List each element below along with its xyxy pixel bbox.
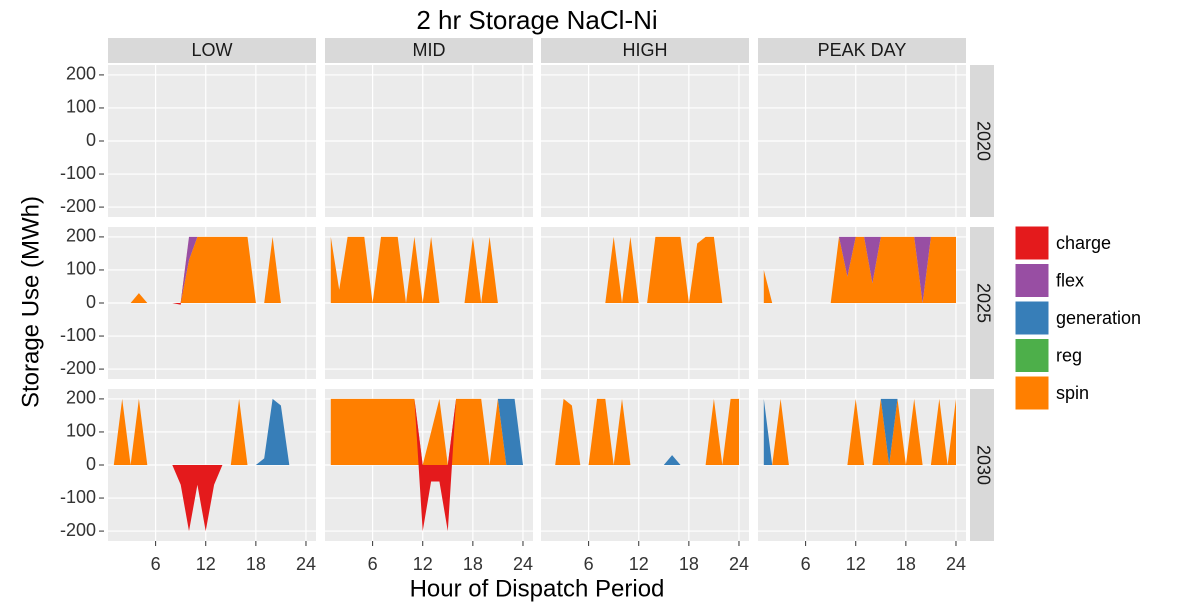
area bbox=[113, 398, 306, 465]
facet-strip bbox=[970, 389, 994, 541]
x-tick-label: 24 bbox=[296, 554, 316, 574]
x-tick-label: 18 bbox=[246, 554, 266, 574]
area bbox=[763, 236, 956, 303]
facet-strip bbox=[970, 65, 994, 217]
y-tick-label: -200 bbox=[60, 520, 96, 540]
area bbox=[763, 398, 956, 465]
x-tick-label: 12 bbox=[629, 554, 649, 574]
y-tick-label: 0 bbox=[86, 454, 96, 474]
y-tick-label: 0 bbox=[86, 292, 96, 312]
facet-strip bbox=[970, 227, 994, 379]
x-tick-label: 6 bbox=[584, 554, 594, 574]
y-tick-label: 200 bbox=[66, 64, 96, 84]
y-tick-label: 200 bbox=[66, 226, 96, 246]
area bbox=[330, 236, 523, 303]
y-tick-label: -200 bbox=[60, 196, 96, 216]
legend-key bbox=[1014, 225, 1050, 261]
legend-label: flex bbox=[1056, 270, 1084, 290]
y-tick-label: -100 bbox=[60, 325, 96, 345]
y-tick-label: 100 bbox=[66, 259, 96, 279]
y-tick-label: 200 bbox=[66, 388, 96, 408]
x-tick-label: 12 bbox=[196, 554, 216, 574]
legend-key bbox=[1014, 300, 1050, 336]
x-tick-label: 12 bbox=[413, 554, 433, 574]
area bbox=[113, 236, 306, 303]
facet-strip bbox=[541, 38, 749, 63]
x-tick-label: 6 bbox=[151, 554, 161, 574]
y-tick-label: -200 bbox=[60, 358, 96, 378]
x-tick-label: 6 bbox=[801, 554, 811, 574]
x-tick-label: 12 bbox=[846, 554, 866, 574]
x-tick-label: 18 bbox=[679, 554, 699, 574]
y-tick-label: 100 bbox=[66, 97, 96, 117]
facet-strip bbox=[325, 38, 533, 63]
area bbox=[546, 398, 739, 465]
facet-label: HIGH bbox=[623, 40, 668, 60]
area bbox=[113, 398, 306, 532]
facet-label: LOW bbox=[191, 40, 232, 60]
facet-label: MID bbox=[413, 40, 446, 60]
facet-label: PEAK DAY bbox=[818, 40, 907, 60]
y-tick-label: 0 bbox=[86, 130, 96, 150]
area bbox=[113, 398, 306, 465]
facet-label: 2030 bbox=[973, 445, 993, 485]
x-tick-label: 24 bbox=[513, 554, 533, 574]
legend-label: spin bbox=[1056, 383, 1089, 403]
chart-title: 2 hr Storage NaCl-Ni bbox=[416, 5, 657, 35]
legend-label: charge bbox=[1056, 233, 1111, 253]
y-axis-title: Storage Use (MWh) bbox=[17, 196, 44, 408]
x-tick-label: 24 bbox=[946, 554, 966, 574]
area bbox=[330, 398, 523, 465]
x-tick-label: 18 bbox=[463, 554, 483, 574]
legend-key bbox=[1014, 338, 1050, 373]
facet-strip bbox=[108, 38, 316, 63]
x-tick-label: 6 bbox=[368, 554, 378, 574]
x-tick-label: 18 bbox=[896, 554, 916, 574]
legend-key bbox=[1014, 375, 1050, 411]
legend-label: reg bbox=[1056, 345, 1082, 365]
area bbox=[330, 398, 523, 532]
y-tick-label: -100 bbox=[60, 487, 96, 507]
y-tick-label: -100 bbox=[60, 163, 96, 183]
x-tick-label: 24 bbox=[729, 554, 749, 574]
legend-key bbox=[1014, 263, 1050, 298]
legend-label: generation bbox=[1056, 308, 1141, 328]
facet-strip bbox=[758, 38, 966, 63]
y-tick-label: 100 bbox=[66, 421, 96, 441]
facet-label: 2020 bbox=[973, 121, 993, 161]
facet-label: 2025 bbox=[973, 283, 993, 323]
area bbox=[546, 236, 739, 303]
x-axis-title: Hour of Dispatch Period bbox=[410, 575, 665, 602]
area bbox=[330, 398, 523, 465]
